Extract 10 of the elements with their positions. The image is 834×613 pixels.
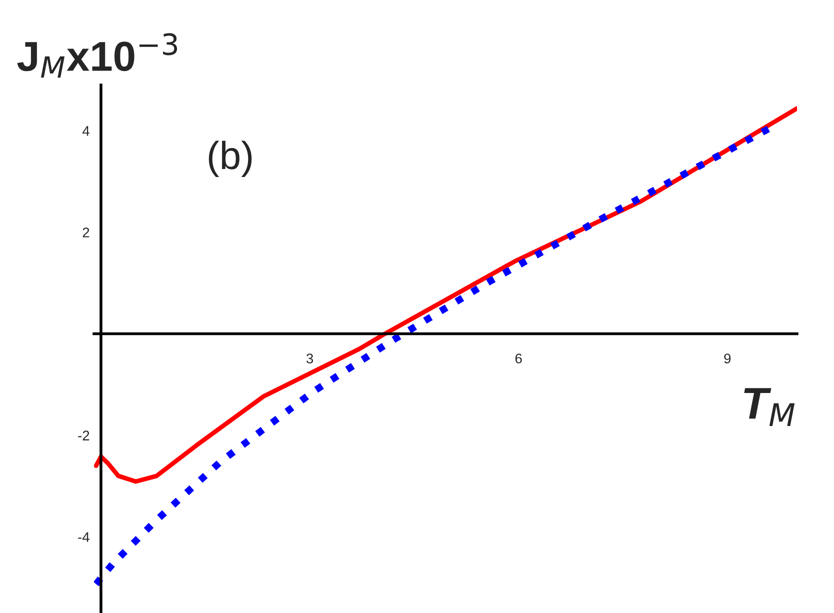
y-tick-label: -4 (78, 532, 90, 542)
y-axis-title: J$_{M}$x10$^{−3}$ (17, 33, 178, 78)
x-tick-label: 3 (306, 354, 314, 364)
y-tick-label: 2 (82, 228, 90, 238)
x-tick-label: 6 (515, 354, 522, 364)
annotation: (b) (208, 140, 252, 178)
y-tick-label: -2 (78, 430, 90, 440)
x-tick-label: 9 (724, 354, 731, 364)
x-axis-title: T$_{M}$ (744, 388, 795, 426)
y-tick-label: 4 (82, 126, 90, 136)
